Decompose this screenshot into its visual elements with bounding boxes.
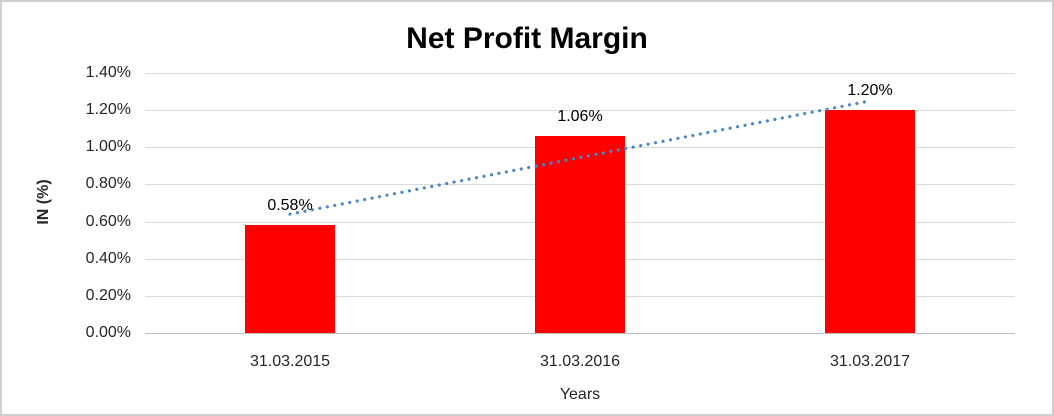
y-tick-label: 1.20% xyxy=(85,101,131,119)
x-tick-label: 31.03.2016 xyxy=(539,353,621,370)
bar-31.03.2015 xyxy=(245,225,335,333)
bar-31.03.2017 xyxy=(825,110,915,333)
bar-value-label: 1.06% xyxy=(557,108,603,126)
y-tick-label: 0.00% xyxy=(85,324,131,341)
y-tick-label: 0.40% xyxy=(85,249,131,267)
x-axis-title: Years xyxy=(559,386,601,403)
y-tick-label: 0.80% xyxy=(85,175,131,193)
x-axis-line xyxy=(145,333,1015,334)
x-tick-label: 31.03.2015 xyxy=(249,353,331,370)
y-tick-label: 1.00% xyxy=(85,138,131,156)
x-tick-label: 31.03.2017 xyxy=(829,353,911,370)
trendline xyxy=(288,99,872,216)
y-tick-label: 0.60% xyxy=(85,212,131,230)
gridline xyxy=(145,73,1015,74)
gridline xyxy=(145,110,1015,112)
bar-value-label: 1.20% xyxy=(847,82,893,100)
y-tick-label: 1.40% xyxy=(85,64,131,81)
y-tick-label: 0.20% xyxy=(85,286,131,304)
plot-area: 0.58% 1.06% 1.20% xyxy=(145,73,1015,334)
chart-title: Net Profit Margin xyxy=(406,22,648,55)
bar-value-label: 0.58% xyxy=(267,197,313,215)
bar-31.03.2016 xyxy=(535,136,625,333)
